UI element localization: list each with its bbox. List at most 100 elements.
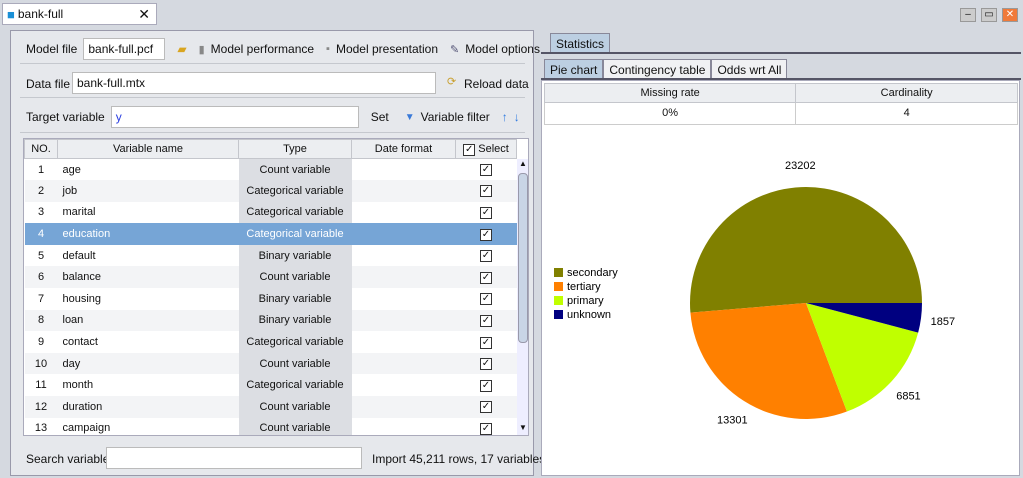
target-variable-input[interactable]: y <box>110 106 359 128</box>
tab-contingency-table[interactable]: Contingency table <box>603 59 712 80</box>
row-type[interactable]: Categorical variable <box>238 180 352 202</box>
table-scrollbar[interactable]: ▲ ▼ <box>517 159 528 435</box>
pie-slice-unknown[interactable] <box>806 303 922 333</box>
pie-slice-secondary[interactable] <box>690 186 922 313</box>
row-date-format[interactable] <box>352 266 456 288</box>
row-variable-name: marital <box>62 206 96 219</box>
row-date-format[interactable] <box>352 288 456 310</box>
table-row[interactable]: 4 education Categorical variable ✓ <box>24 223 517 245</box>
row-type[interactable]: Binary variable <box>238 309 352 332</box>
scroll-up-icon[interactable]: ▲ <box>519 159 527 168</box>
minimize-icon[interactable]: – <box>960 8 976 22</box>
row-date-format[interactable] <box>352 331 456 353</box>
model-performance-button[interactable]: Model performance <box>210 42 315 56</box>
search-variable-input[interactable] <box>106 447 362 469</box>
row-type[interactable]: Binary variable <box>238 244 352 267</box>
tab-statistics[interactable]: Statistics <box>550 33 611 54</box>
row-select-checkbox[interactable]: ✓ <box>480 206 492 219</box>
table-row[interactable]: 5 default Binary variable ✓ <box>25 244 517 267</box>
row-date-format[interactable] <box>352 245 456 267</box>
open-folder-icon[interactable]: ▰ <box>177 42 187 56</box>
table-row[interactable]: 13 campaign Count variable ✓ <box>25 417 517 435</box>
window-close-icon[interactable]: ✕ <box>1002 8 1018 22</box>
tab-pie-chart[interactable]: Pie chart <box>544 59 604 80</box>
row-date-format[interactable] <box>352 374 456 396</box>
col-type[interactable]: Type <box>238 139 352 159</box>
row-date-format[interactable] <box>352 180 456 202</box>
col-date-format[interactable]: Date format <box>351 139 456 159</box>
legend-swatch <box>554 282 563 291</box>
close-icon[interactable]: ✕ <box>138 5 150 22</box>
row-select-checkbox[interactable]: ✓ <box>480 164 492 177</box>
row-select-checkbox[interactable]: ✓ <box>480 185 492 198</box>
pie-data-label: 1857 <box>931 316 955 328</box>
model-presentation-button[interactable]: Model presentation <box>335 42 439 56</box>
table-row[interactable]: 8 loan Binary variable ✓ <box>24 309 517 332</box>
table-row[interactable]: 7 housing Binary variable ✓ <box>25 288 517 310</box>
pie-data-label: 23202 <box>785 160 816 172</box>
row-date-format[interactable] <box>352 202 456 224</box>
diagram-icon: ▪ <box>326 43 330 55</box>
row-select-checkbox[interactable]: ✓ <box>480 336 492 349</box>
row-select-checkbox[interactable]: ✓ <box>480 422 492 435</box>
scroll-thumb[interactable] <box>518 173 528 343</box>
left-panel: Model file bank-full.pcf ▰ ▮ Model perfo… <box>10 30 545 476</box>
row-type[interactable]: Count variable <box>238 352 352 375</box>
missing-rate-header: Missing rate <box>543 83 797 103</box>
row-type[interactable]: Categorical variable <box>238 374 352 397</box>
row-type[interactable]: Count variable <box>238 396 352 418</box>
row-type[interactable]: Binary variable <box>238 288 352 310</box>
table-row[interactable]: 6 balance Count variable ✓ <box>24 266 517 289</box>
tab-title: bank-full <box>17 7 64 21</box>
scroll-down-icon[interactable]: ▼ <box>519 423 527 432</box>
row-no: 8 <box>37 314 45 327</box>
row-type[interactable]: Categorical variable <box>238 331 352 353</box>
restore-icon[interactable]: ▭ <box>981 8 997 22</box>
model-file-input[interactable]: bank-full.pcf <box>83 38 166 60</box>
row-type[interactable]: Count variable <box>238 158 352 181</box>
variable-filter-button[interactable]: Variable filter <box>420 110 490 124</box>
row-select-checkbox[interactable]: ✓ <box>480 358 492 371</box>
pie-slice-primary[interactable] <box>806 303 919 412</box>
row-type[interactable]: Categorical variable <box>238 201 352 224</box>
row-date-format[interactable] <box>352 396 456 418</box>
col-select[interactable]: ✓ Select <box>455 139 517 159</box>
table-row[interactable]: 1 age Count variable ✓ <box>25 158 517 181</box>
reload-data-button[interactable]: Reload data <box>464 77 529 91</box>
move-up-icon[interactable]: ↑ <box>501 110 508 124</box>
row-select-checkbox[interactable]: ✓ <box>480 293 492 306</box>
cardinality-header: Cardinality <box>795 83 1018 103</box>
row-date-format[interactable] <box>352 418 456 435</box>
row-date-format[interactable] <box>352 353 456 375</box>
row-select-checkbox[interactable]: ✓ <box>480 228 492 241</box>
col-no[interactable]: NO. <box>24 139 58 159</box>
row-select-checkbox[interactable]: ✓ <box>480 250 492 263</box>
set-button[interactable]: Set <box>370 110 389 124</box>
table-row[interactable]: 12 duration Count variable ✓ <box>24 396 517 418</box>
row-variable-name: loan <box>62 314 84 327</box>
document-tab[interactable]: ■ bank-full ✕ <box>2 3 157 25</box>
row-type[interactable]: Count variable <box>238 417 352 435</box>
row-date-format[interactable] <box>352 159 456 181</box>
pie-slice-tertiary[interactable] <box>690 303 847 419</box>
row-date-format[interactable] <box>351 223 456 245</box>
row-select-checkbox[interactable]: ✓ <box>480 379 492 392</box>
table-row[interactable]: 2 job Categorical variable ✓ <box>24 180 517 202</box>
row-select-checkbox[interactable]: ✓ <box>480 314 492 327</box>
data-file-input[interactable]: bank-full.mtx <box>72 72 436 94</box>
row-select-checkbox[interactable]: ✓ <box>480 401 492 414</box>
row-select-checkbox[interactable]: ✓ <box>480 271 492 284</box>
move-down-icon[interactable]: ↓ <box>513 110 520 124</box>
row-date-format[interactable] <box>352 310 456 332</box>
tab-odds-wrt-all[interactable]: Odds wrt All <box>711 59 788 80</box>
model-options-button[interactable]: Model options <box>465 42 540 56</box>
table-row[interactable]: 3 marital Categorical variable ✓ <box>25 201 517 224</box>
col-variable-name[interactable]: Variable name <box>57 139 239 159</box>
row-type[interactable]: Categorical variable <box>238 223 352 245</box>
table-row[interactable]: 11 month Categorical variable ✓ <box>25 374 517 397</box>
row-type[interactable]: Count variable <box>238 266 352 289</box>
select-all-checkbox[interactable]: ✓ <box>463 143 476 156</box>
table-row[interactable]: 10 day Count variable ✓ <box>24 352 517 375</box>
search-variable-label: Search variable <box>26 452 110 466</box>
table-row[interactable]: 9 contact Categorical variable ✓ <box>25 331 517 353</box>
